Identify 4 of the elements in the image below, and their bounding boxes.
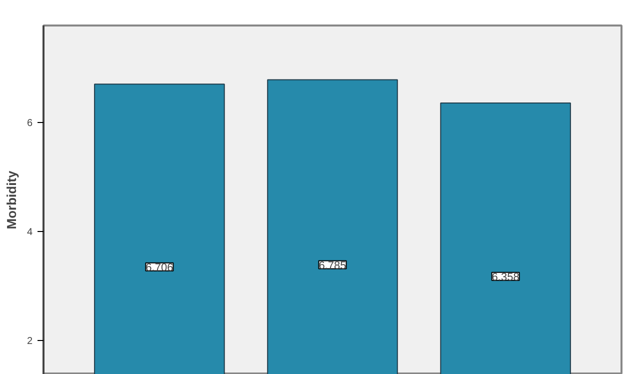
y-axis-title: Morbidity: [4, 170, 19, 230]
y-tick-label: 6: [26, 118, 33, 130]
y-tick-label: 2: [26, 336, 33, 348]
y-tick-label: 4: [26, 227, 33, 238]
